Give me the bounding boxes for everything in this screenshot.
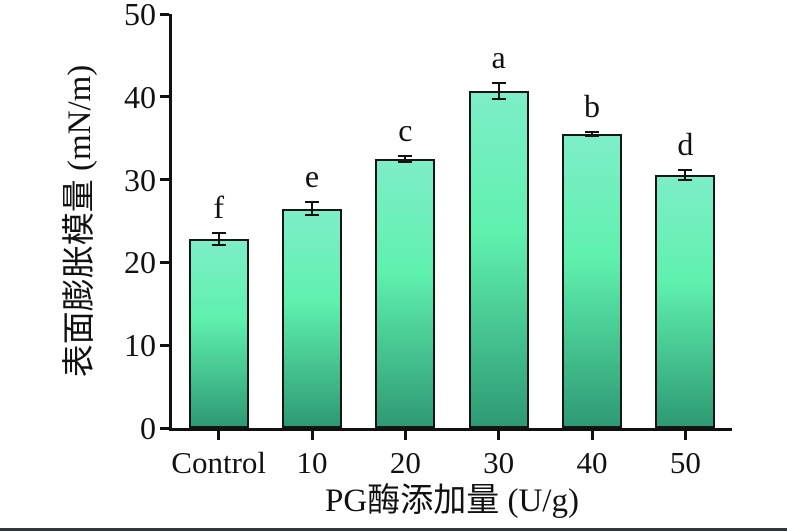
error-bar	[497, 82, 500, 100]
sig-letter: d	[677, 125, 694, 162]
x-tick-label: 30	[483, 445, 515, 480]
y-tick-label: 10	[124, 327, 156, 364]
error-bar-bottom-cap	[305, 214, 319, 217]
x-tick-label: 10	[296, 445, 328, 480]
y-tick-label: 30	[124, 161, 156, 198]
plot-area: f e c a b d	[169, 14, 732, 431]
bar	[282, 208, 342, 428]
y-tick-label: 20	[124, 244, 156, 281]
bar	[562, 134, 622, 428]
x-tick-label: 50	[669, 445, 701, 480]
error-bar	[404, 156, 407, 162]
x-tick-label: Control	[171, 445, 267, 480]
bar	[188, 239, 249, 428]
bottom-border-line	[0, 528, 787, 531]
error-bar	[684, 169, 687, 180]
y-tick	[160, 426, 169, 430]
error-bar-bottom-cap	[585, 134, 599, 137]
error-bar	[311, 201, 313, 216]
bar	[655, 174, 716, 428]
y-tick	[160, 95, 169, 99]
x-tick	[403, 431, 407, 440]
error-bar-top-cap	[305, 200, 319, 203]
sig-letter: e	[304, 157, 320, 194]
x-tick	[683, 431, 687, 440]
x-tick	[310, 431, 314, 440]
x-tick-label: 20	[389, 445, 421, 480]
bar	[468, 91, 529, 428]
x-tick	[497, 431, 501, 440]
error-bar-top-cap	[678, 168, 693, 171]
y-tick-label: 0	[140, 410, 156, 446]
error-bar-top-cap	[398, 155, 413, 157]
y-tick	[160, 178, 169, 182]
error-bar-top-cap	[491, 81, 506, 84]
error-bar-top-cap	[585, 131, 599, 134]
error-bar-bottom-cap	[211, 244, 226, 246]
x-axis-title: PG酶添加量 (U/g)	[325, 483, 579, 519]
error-bar-top-cap	[211, 232, 226, 235]
y-tick	[160, 260, 169, 264]
error-bar-bottom-cap	[678, 178, 693, 181]
y-tick	[160, 343, 169, 347]
y-tick	[160, 12, 169, 16]
x-tick-label: 40	[576, 445, 608, 480]
sig-letter: f	[213, 189, 224, 226]
error-bar	[591, 132, 593, 136]
x-tick	[590, 431, 594, 440]
sig-letter: b	[584, 88, 600, 125]
y-tick-label: 50	[124, 0, 156, 32]
y-tick-label: 40	[124, 78, 156, 115]
error-bar-bottom-cap	[491, 98, 506, 101]
bar	[375, 158, 436, 428]
error-bar-bottom-cap	[398, 160, 413, 163]
x-tick	[217, 431, 221, 440]
sig-letter: a	[491, 38, 506, 75]
error-bar	[217, 233, 220, 245]
sig-letter: c	[398, 112, 413, 148]
